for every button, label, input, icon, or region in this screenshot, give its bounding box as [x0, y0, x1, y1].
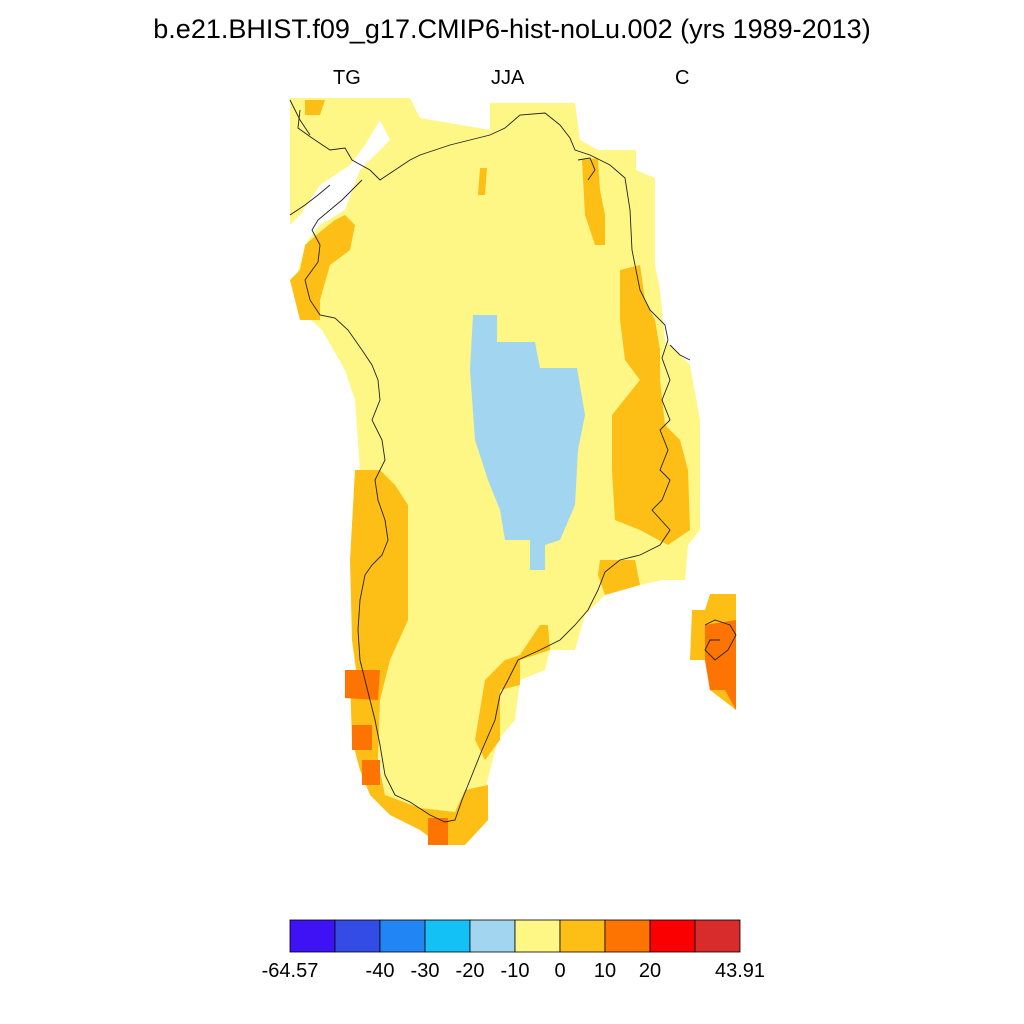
colorbar-tick-label: 20 [638, 960, 662, 982]
colorbar-swatch [289, 919, 336, 953]
colorbar-swatch [424, 919, 471, 953]
colorbar-min-label: -64.57 [261, 960, 319, 982]
hot-region [362, 760, 380, 785]
colorbar-swatch [694, 919, 741, 953]
colorbar-tick-label: -30 [410, 960, 440, 982]
warm-region [620, 265, 660, 380]
colorbar-swatch [649, 919, 696, 953]
season-label: JJA [491, 67, 525, 89]
hot-region [705, 620, 736, 710]
colorbar-max-label: 43.91 [714, 960, 766, 982]
colorbar-swatch [604, 919, 651, 953]
colorbar-tick-label: -10 [500, 960, 530, 982]
warm-region [305, 100, 325, 115]
colorbar-swatch [514, 919, 561, 953]
colorbar-swatch [559, 919, 606, 953]
colorbar-tick-label: -20 [455, 960, 485, 982]
units-label: C [675, 67, 690, 89]
warm-region [478, 168, 487, 195]
hot-region [345, 670, 380, 700]
colorbar-tick-label: -40 [365, 960, 395, 982]
warm-region [290, 215, 355, 320]
colorbar-swatch [379, 919, 426, 953]
data-field [290, 98, 736, 845]
variable-label: TG [333, 67, 361, 89]
hot-region [352, 725, 372, 750]
hot-region [428, 818, 448, 845]
colorbar-tick-label: 0 [554, 960, 566, 982]
coastline [289, 99, 737, 823]
colorbar-swatch [469, 919, 516, 953]
warm-region [612, 380, 690, 545]
cold-region [470, 315, 585, 570]
colorbar-swatch [334, 919, 381, 953]
warm-region [475, 625, 550, 760]
map-title: b.e21.BHIST.f09_g17.CMIP6-hist-noLu.002 … [153, 14, 871, 44]
warm-region [350, 670, 488, 845]
colorbar-tick-label: 10 [593, 960, 617, 982]
